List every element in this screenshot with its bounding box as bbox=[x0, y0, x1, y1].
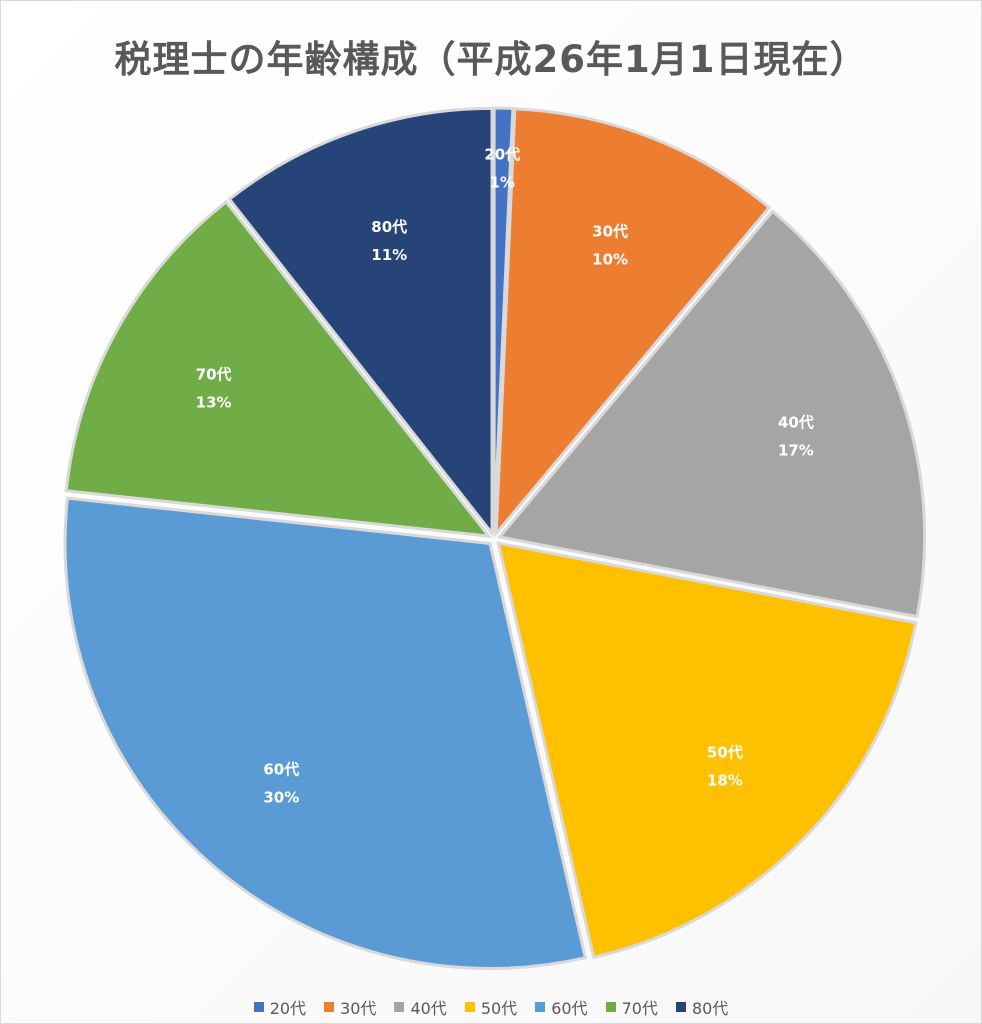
slice-label-percent: 11% bbox=[371, 246, 407, 264]
chart-title: 税理士の年齢構成（平成26年1月1日現在） bbox=[114, 38, 868, 81]
legend-item: 50代 bbox=[464, 995, 518, 1019]
pie-slice-80代 bbox=[227, 106, 494, 538]
pie-slice-40代 bbox=[496, 209, 927, 619]
pie-slice-50代 bbox=[496, 541, 918, 960]
legend-label: 60代 bbox=[551, 999, 588, 1018]
chart-legend: 20代 30代 40代 50代 60代 70代 80代 bbox=[1, 995, 981, 1019]
slice-label-category: 20代 bbox=[484, 145, 520, 163]
legend-swatch bbox=[253, 1002, 264, 1012]
slice-label-percent: 1% bbox=[490, 173, 515, 191]
slice-label-percent: 30% bbox=[263, 789, 299, 807]
legend-item: 30代 bbox=[324, 995, 376, 1019]
legend-label: 70代 bbox=[621, 999, 658, 1018]
slice-label-category: 50代 bbox=[707, 743, 743, 761]
legend-label: 30代 bbox=[340, 999, 377, 1018]
legend-swatch bbox=[605, 1002, 616, 1012]
slice-label-percent: 17% bbox=[778, 441, 814, 459]
legend-swatch bbox=[464, 1002, 475, 1012]
legend-item: 20代 bbox=[253, 995, 307, 1019]
legend-swatch bbox=[535, 1002, 546, 1012]
slice-label-category: 60代 bbox=[263, 761, 299, 779]
slice-label-percent: 18% bbox=[707, 771, 743, 789]
legend-label: 40代 bbox=[410, 999, 447, 1018]
slice-label-percent: 13% bbox=[196, 394, 232, 412]
pie-slice-20代 bbox=[492, 106, 515, 534]
legend-item: 40代 bbox=[394, 995, 447, 1019]
legend-label: 80代 bbox=[691, 999, 729, 1018]
legend-item: 60代 bbox=[535, 995, 588, 1019]
legend-item: 80代 bbox=[675, 995, 729, 1019]
pie-labels: 20代 1% 30代 10% 40代 17% 50代 18% 60代 30% 70代 13% 80代 11… bbox=[196, 145, 814, 806]
pie-slice-30代 bbox=[494, 107, 772, 538]
slice-label-category: 30代 bbox=[592, 222, 628, 240]
legend-swatch bbox=[324, 1002, 335, 1012]
pie-slices bbox=[63, 106, 927, 970]
legend-swatch bbox=[675, 1002, 686, 1012]
legend-label: 50代 bbox=[480, 999, 518, 1018]
legend-item: 70代 bbox=[605, 995, 658, 1019]
pie-slice-70代 bbox=[64, 199, 493, 538]
slice-label-category: 70代 bbox=[196, 366, 232, 384]
legend-swatch bbox=[394, 1002, 405, 1012]
slice-label-percent: 10% bbox=[592, 250, 628, 268]
pie-slice-60代 bbox=[63, 496, 588, 970]
slice-label-category: 40代 bbox=[778, 413, 814, 431]
slice-label-category: 80代 bbox=[371, 218, 407, 236]
legend-label: 20代 bbox=[269, 999, 307, 1018]
